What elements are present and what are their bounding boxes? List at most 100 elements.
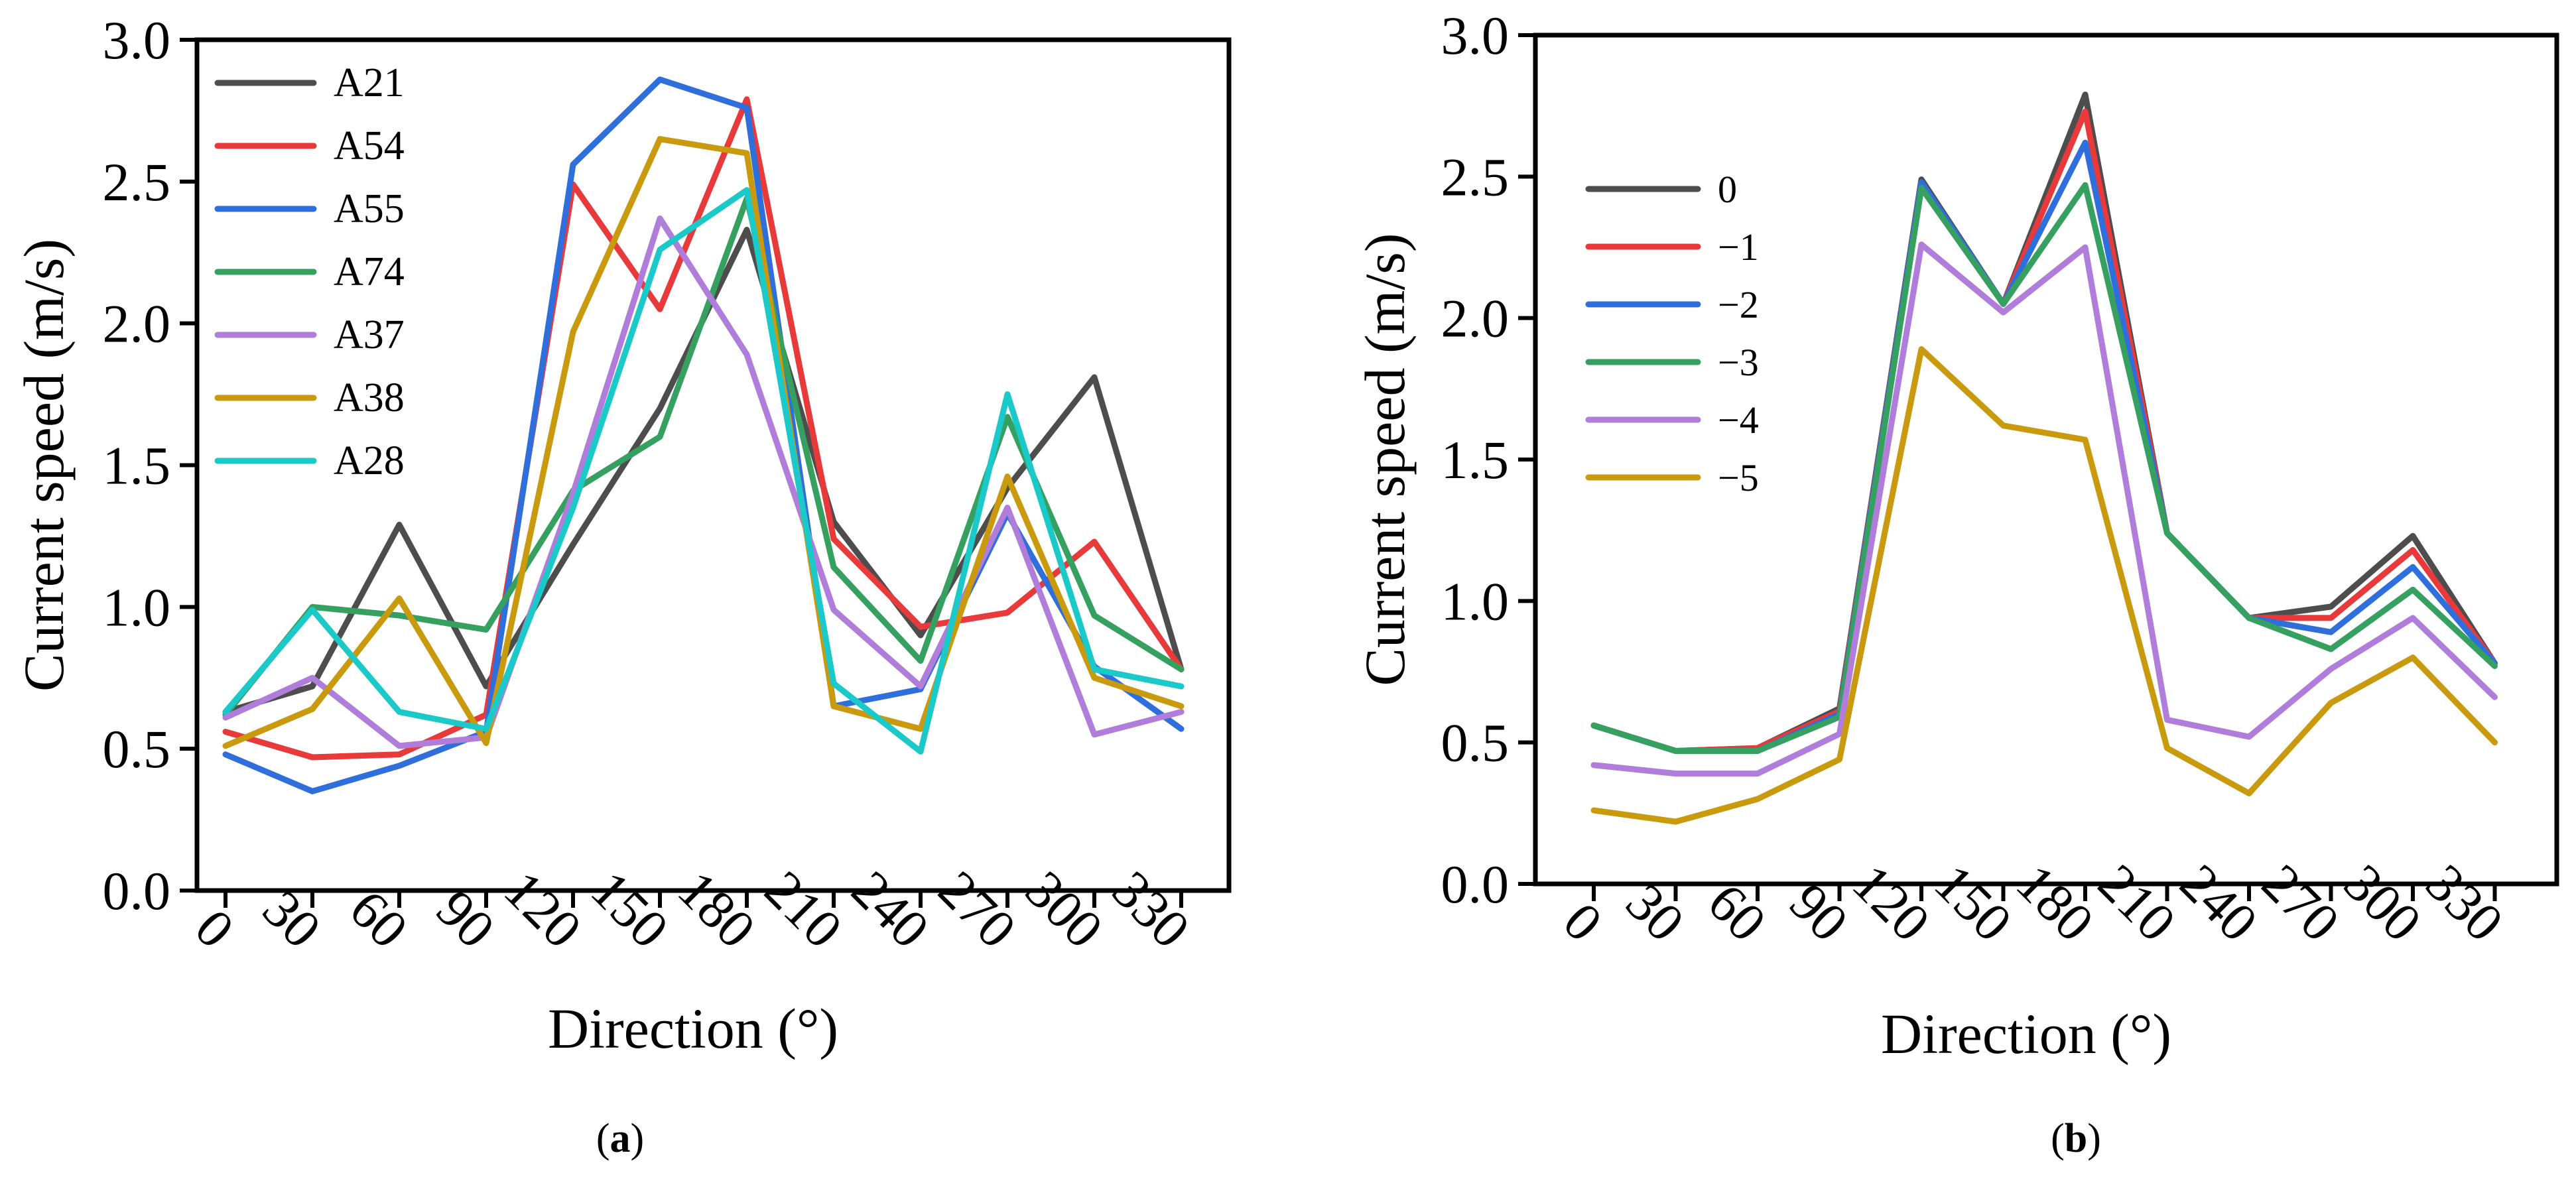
data-point [224,711,227,713]
x-tick-label: 300 [2333,853,2433,953]
data-point [1592,809,1595,812]
data-point [2248,617,2250,619]
data-point [1006,507,1009,509]
data-point [832,705,835,708]
x-tick-label: 210 [753,859,854,960]
data-point [659,407,661,410]
data-point [2412,588,2414,591]
data-point [659,436,661,438]
legend: 0 −1 −2 −3 −4 −5 [1585,168,1759,499]
y-tick-label: 3.0 [103,10,171,70]
panel-label: (b) [2051,1116,2101,1161]
data-point [2084,184,2087,186]
data-point [1675,749,1677,752]
data-point [2084,438,2087,441]
data-point [2330,668,2332,670]
y-tick-label: 3.0 [1441,5,1510,66]
data-point [1838,758,1840,761]
x-axis-title: Direction (°) [548,997,838,1060]
legend-label: A55 [334,186,405,231]
data-point [1920,348,1923,351]
data-point [2330,702,2332,704]
data-point [2494,696,2496,698]
data-point [398,523,401,526]
data-point [2084,141,2087,144]
data-point [398,753,401,756]
x-tick-label: 300 [1014,859,1114,960]
data-point [2412,656,2414,659]
data-point [1006,611,1009,614]
legend-label: A21 [334,60,405,105]
data-point [1093,676,1096,679]
data-point [2494,741,2496,744]
data-point [2330,617,2332,619]
plot-frame [1533,32,2559,887]
series-line-A28 [222,187,1185,755]
legend-label: A54 [334,123,405,168]
data-point [572,330,574,333]
legend-label: −3 [1718,341,1759,384]
data-point [659,308,661,310]
data-point [919,685,922,688]
panel-a: 0.00.51.01.52.02.53.00 30 60 90120150180210… [12,10,1232,1161]
x-tick-label: 270 [927,859,1027,960]
y-axis-title: Current speed (m/s) [1353,233,1417,686]
data-point [919,750,922,753]
x-tick-label: 0 [184,898,245,960]
data-point [919,634,922,637]
x-tick-label: 180 [2005,853,2105,953]
data-point [659,217,661,219]
panel-label-close: ) [2087,1116,2101,1161]
data-point [2166,719,2168,721]
y-tick-label: 2.0 [103,294,171,354]
data-point [1592,764,1595,767]
data-point [745,107,748,109]
y-tick-label: 1.0 [103,577,171,637]
data-point [1180,727,1183,730]
y-tick-label: 0.0 [103,861,171,921]
data-point [1093,668,1096,670]
x-tick-label: 150 [580,859,680,960]
data-point [745,189,748,192]
series-line-A54 [222,96,1185,761]
legend-label: 0 [1718,168,1737,211]
x-tick-label: 240 [840,859,940,960]
data-point [485,727,487,730]
y-tick-label: 0.5 [1441,713,1510,773]
data-point [485,629,487,631]
data-point [2084,110,2087,113]
data-point [1675,820,1677,823]
data-point [311,756,314,759]
legend-label: A74 [334,249,405,294]
data-point [311,790,314,792]
data-point [1180,668,1183,670]
data-point [745,229,748,231]
data-point [832,538,835,540]
x-tick-label: 120 [493,859,593,960]
panel-label-open: ( [596,1116,610,1161]
data-point [572,543,574,546]
legend-label: A37 [334,312,405,357]
data-point [311,685,314,688]
data-point [485,685,487,688]
x-tick-label: 270 [2250,853,2351,953]
series-line-−3 [1590,182,2498,754]
data-point [832,609,835,611]
data-point [2002,302,2004,305]
x-tick-label: 330 [2414,853,2514,953]
data-point [1006,416,1009,418]
data-point [2412,566,2414,568]
data-point [2002,424,2004,427]
legend-label: A38 [334,375,405,420]
y-tick-label: 2.0 [1441,288,1510,349]
data-point [2084,93,2087,96]
data-point [659,138,661,141]
data-point [659,248,661,251]
data-point [745,98,748,101]
data-point [224,753,227,756]
data-point [572,163,574,166]
data-point [2412,549,2414,552]
legend-label: −1 [1718,225,1759,269]
y-axis-title: Current speed (m/s) [12,239,76,692]
